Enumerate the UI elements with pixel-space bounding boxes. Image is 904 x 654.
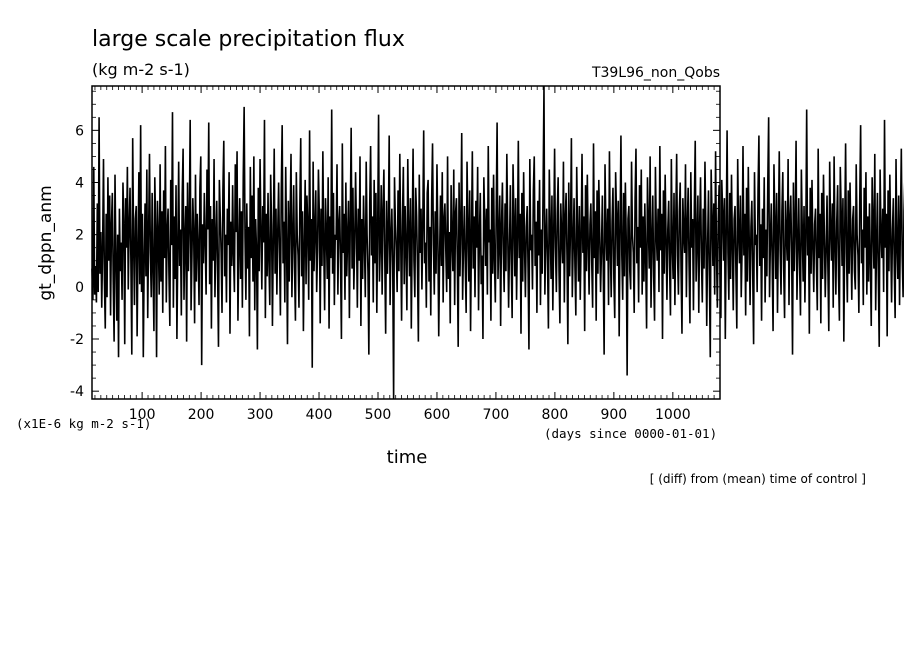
x-tick-label: 200 — [188, 407, 215, 423]
chart-title: large scale precipitation flux — [92, 27, 405, 52]
x-tick-label: 1000 — [655, 407, 691, 423]
chart-units: (kg m-2 s-1) — [92, 60, 190, 79]
plot-frame — [91, 85, 721, 400]
x-tick-label: 800 — [542, 407, 569, 423]
y-tick-label: 0 — [75, 280, 84, 296]
x-tick-label: 300 — [247, 407, 274, 423]
x-units: (days since 0000-01-01) — [544, 426, 717, 441]
y-tick-label: -4 — [70, 384, 84, 400]
y-tick-label: 4 — [75, 176, 84, 192]
y-scale-note: (x1E-6 kg m-2 s-1) — [16, 416, 151, 431]
x-tick-label: 500 — [365, 407, 392, 423]
x-axis-label: time — [387, 447, 428, 468]
y-tick-label: 2 — [75, 228, 84, 244]
x-tick-label: 700 — [483, 407, 510, 423]
x-tick-label: 600 — [424, 407, 451, 423]
y-tick-label: -2 — [70, 332, 84, 348]
run-label: T39L96_non_Qobs — [591, 65, 720, 81]
x-tick-label: 100 — [129, 407, 156, 423]
x-tick-label: 400 — [306, 407, 333, 423]
x-tick-label: 900 — [600, 407, 627, 423]
plot-area: 100 200 300 400 500 600 700 800 900 1000 -4 -2 0 2 4 6 — [70, 85, 904, 423]
footnote: [ (diff) from (mean) time of control ] — [650, 472, 866, 486]
y-axis-label: gt_dppn_anm — [36, 185, 56, 300]
y-tick-label: 6 — [75, 123, 84, 139]
series-line-0 — [91, 85, 904, 400]
